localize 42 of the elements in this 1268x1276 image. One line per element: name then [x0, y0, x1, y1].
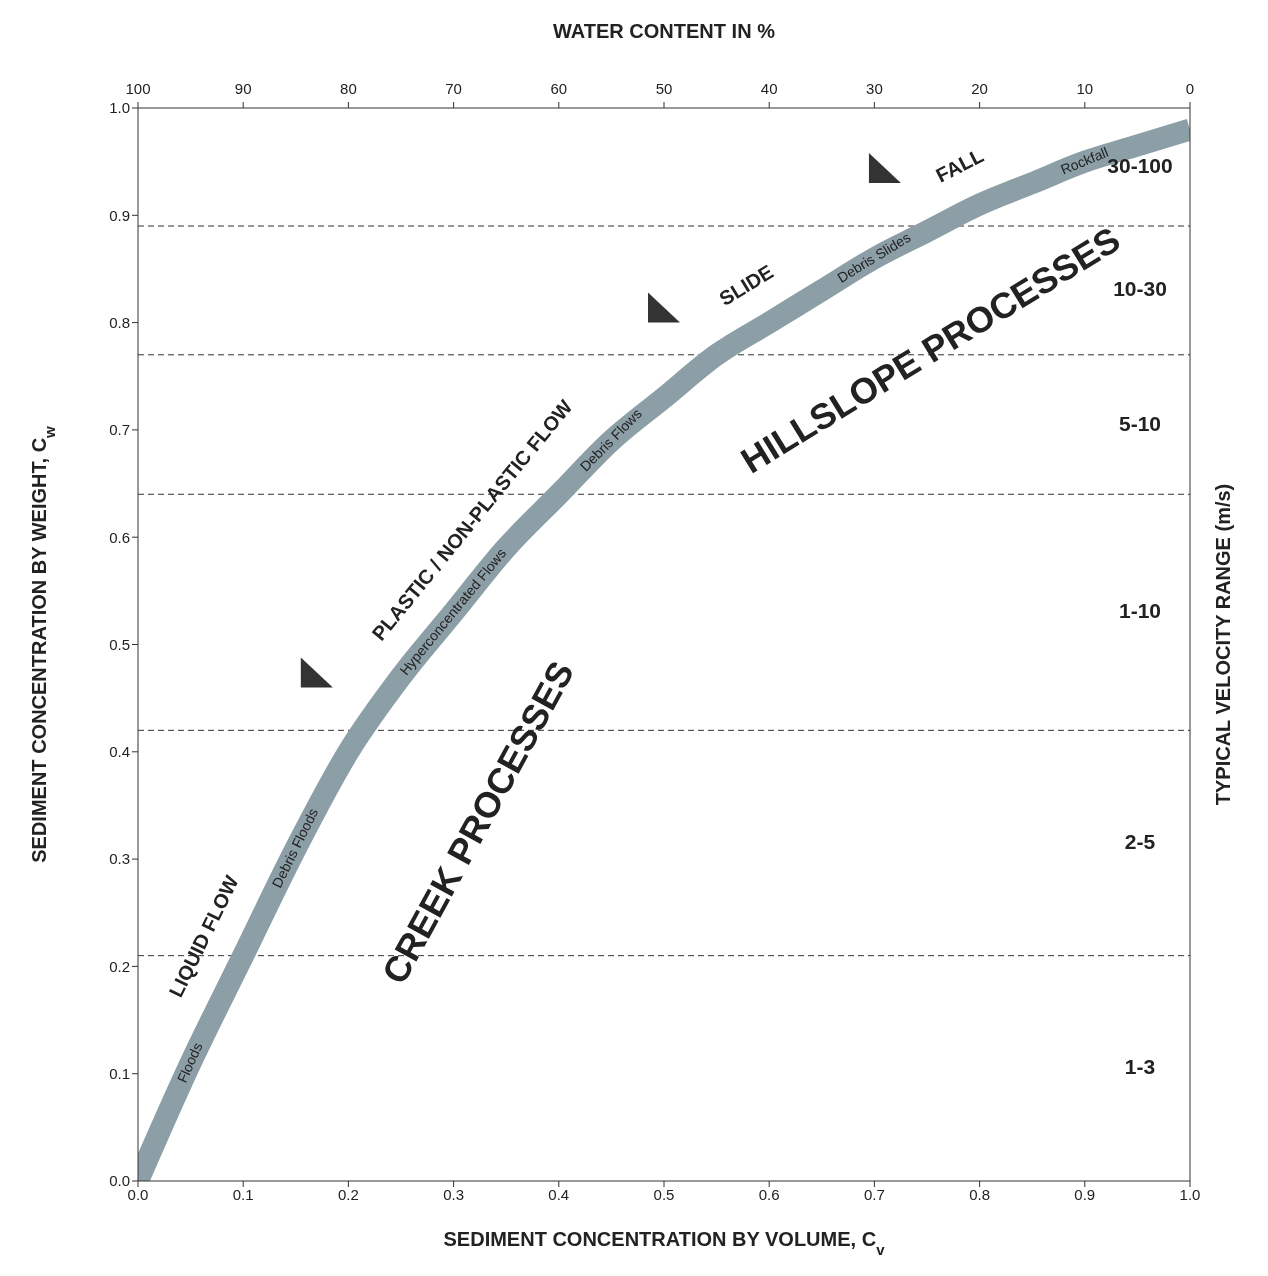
y-tick-label: 0.1 [109, 1065, 130, 1083]
y-tick-label: 0.2 [109, 957, 130, 975]
x2-tick-label: 50 [655, 80, 673, 97]
y-tick-label: 0.9 [109, 206, 130, 224]
x-tick-label: 0.7 [863, 1185, 885, 1203]
annotation: FALL [932, 144, 988, 187]
x-axis-title: SEDIMENT CONCENTRATION BY VOLUME, C$_{v}$ [443, 1228, 886, 1258]
x2-axis-title: WATER CONTENT IN % [553, 20, 776, 42]
y-tick-label: 0.0 [109, 1172, 130, 1190]
x2-tick-label: 0 [1185, 80, 1195, 97]
y-tick-label: 0.3 [109, 850, 130, 868]
x-tick-label: 0.3 [443, 1185, 465, 1203]
annotation: 2-5 [1124, 829, 1156, 853]
y-tick-label: 0.5 [109, 635, 130, 653]
x2-tick-label: 30 [866, 80, 883, 97]
x-tick-label: 0.5 [653, 1185, 675, 1203]
x-tick-label: 0.6 [758, 1185, 780, 1203]
annotation: 1-10 [1118, 598, 1162, 622]
y-tick-label: 0.4 [109, 743, 130, 761]
x2-tick-label: 40 [760, 80, 778, 97]
y-tick-label: 0.6 [109, 528, 130, 546]
x2-tick-label: 20 [971, 80, 988, 97]
annotation: 30-100 [1107, 153, 1173, 177]
x2-tick-label: 10 [1076, 80, 1094, 97]
x-tick-label: 0.0 [127, 1185, 149, 1203]
x2-tick-label: 60 [550, 80, 568, 97]
y-tick-label: 0.8 [109, 313, 130, 331]
x-tick-label: 0.1 [232, 1185, 254, 1203]
annotation: 5-10 [1118, 411, 1162, 435]
annotation: 1-3 [1124, 1054, 1156, 1078]
x-tick-label: 0.2 [337, 1185, 359, 1203]
x2-tick-label: 80 [340, 80, 357, 97]
x2-tick-label: 100 [125, 80, 151, 97]
y-tick-label: 1.0 [109, 99, 130, 117]
x2-tick-label: 90 [234, 80, 252, 97]
x-tick-label: 0.4 [548, 1185, 570, 1203]
x-tick-label: 0.8 [969, 1185, 991, 1203]
y2-axis-title: TYPICAL VELOCITY RANGE (m/s) [1212, 483, 1234, 806]
x-tick-label: 1.0 [1179, 1185, 1201, 1203]
y-tick-label: 0.7 [109, 421, 130, 439]
x2-tick-label: 70 [445, 80, 462, 97]
x-tick-label: 0.9 [1074, 1185, 1096, 1203]
